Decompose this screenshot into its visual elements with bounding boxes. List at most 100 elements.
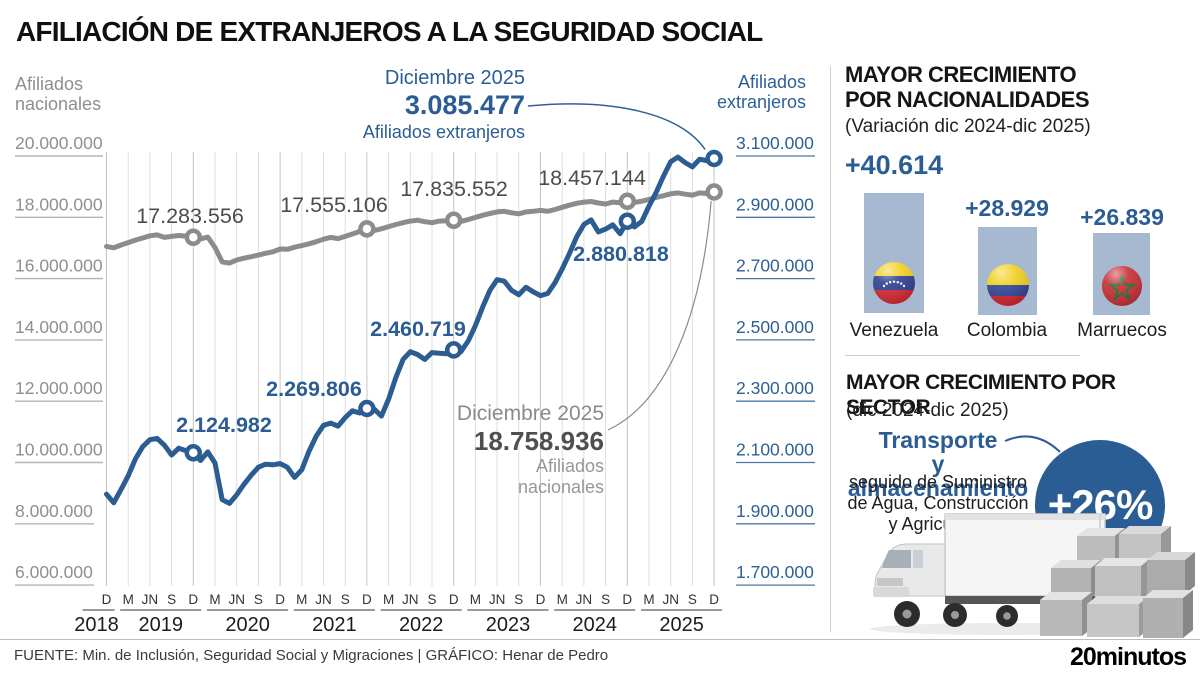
sector-callout-line (1004, 435, 1061, 453)
nationalities-subtitle: (Variación dic 2024-dic 2025) (845, 116, 1091, 137)
sector-title: MAYOR CRECIMIENTO POR SECTOR (846, 371, 1116, 419)
annotation-date: Diciembre 2025 (456, 402, 604, 425)
morocco-value: +26.839 (1080, 204, 1164, 230)
svg-text:2.269.806: 2.269.806 (266, 377, 362, 401)
section-divider (845, 355, 1080, 356)
svg-text:2019: 2019 (139, 614, 184, 636)
morocco-flag-icon (1101, 265, 1142, 307)
svg-text:20.000.000: 20.000.000 (15, 133, 103, 153)
svg-text:2018: 2018 (74, 614, 119, 636)
svg-text:M: M (557, 592, 568, 607)
venezuela-value: +40.614 (844, 150, 944, 180)
annotation-dec2025-nacionales: Diciembre 2025 18.758.936 Afiliados naci… (404, 402, 604, 498)
svg-text:2.300.000: 2.300.000 (736, 378, 814, 398)
svg-text:2.500.000: 2.500.000 (736, 317, 814, 337)
svg-text:M: M (383, 592, 394, 607)
svg-text:JN: JN (402, 592, 419, 607)
venezuela-bar (864, 193, 924, 313)
svg-text:JN: JN (315, 592, 332, 607)
svg-text:2023: 2023 (486, 614, 531, 636)
footer-source: FUENTE: Min. de Inclusión, Seguridad Soc… (14, 647, 609, 664)
svg-text:8.000.000: 8.000.000 (15, 501, 93, 521)
svg-text:2.460.719: 2.460.719 (370, 317, 466, 341)
morocco-label: Marruecos (1077, 320, 1167, 341)
colombia-label: Colombia (966, 320, 1048, 341)
annotation-caption: Afiliados nacionales (517, 456, 604, 497)
svg-text:M: M (643, 592, 654, 607)
svg-text:JN: JN (662, 592, 679, 607)
svg-text:JN: JN (142, 592, 159, 607)
svg-text:6.000.000: 6.000.000 (15, 562, 93, 582)
morocco-bar (1093, 233, 1150, 315)
annotation-date: Diciembre 2025 (384, 67, 525, 89)
svg-text:2020: 2020 (225, 614, 270, 636)
colombia-flag-icon (986, 264, 1029, 306)
sector-name-line1: Transporte (878, 427, 998, 453)
svg-text:D: D (188, 592, 198, 607)
svg-text:14.000.000: 14.000.000 (15, 317, 103, 337)
svg-text:S: S (601, 592, 610, 607)
svg-text:S: S (167, 592, 176, 607)
svg-text:2.100.000: 2.100.000 (736, 440, 814, 460)
brand-logo: 20minutos (1069, 643, 1187, 671)
svg-text:D: D (449, 592, 459, 607)
venezuela-flag-icon (873, 262, 915, 304)
svg-text:M: M (123, 592, 134, 607)
venezuela-label: Venezuela (849, 320, 939, 341)
colombia-value: +28.929 (965, 195, 1049, 221)
svg-text:S: S (254, 592, 263, 607)
svg-text:17.555.106: 17.555.106 (280, 193, 388, 217)
annotation-value: 18.758.936 (473, 426, 604, 456)
sector-name: Transporte y almacenamiento (843, 428, 1033, 500)
svg-text:S: S (341, 592, 350, 607)
svg-text:18.457.144: 18.457.144 (538, 166, 646, 190)
truck-illustration (870, 513, 1195, 638)
sector-subtitle: (dic 2024-dic 2025) (846, 400, 1009, 421)
svg-text:2.124.982: 2.124.982 (176, 413, 272, 437)
annotation-value: 3.085.477 (404, 90, 525, 120)
svg-text:16.000.000: 16.000.000 (15, 256, 103, 276)
svg-text:M: M (296, 592, 307, 607)
svg-text:18.000.000: 18.000.000 (15, 194, 103, 214)
svg-text:JN: JN (228, 592, 245, 607)
svg-text:M: M (470, 592, 481, 607)
svg-text:2.880.818: 2.880.818 (573, 242, 669, 266)
annotation-caption: Afiliados extranjeros (362, 122, 525, 142)
svg-text:10.000.000: 10.000.000 (15, 440, 103, 460)
svg-text:3.100.000: 3.100.000 (736, 133, 814, 153)
svg-text:JN: JN (576, 592, 593, 607)
svg-text:1.900.000: 1.900.000 (736, 501, 814, 521)
page-title: AFILIACIÓN DE EXTRANJEROS A LA SEGURIDAD… (16, 16, 763, 47)
left-axis-title: Afiliados nacionales (15, 74, 102, 114)
svg-text:D: D (622, 592, 632, 607)
svg-text:1.700.000: 1.700.000 (736, 562, 814, 582)
colombia-bar (978, 227, 1037, 315)
svg-text:12.000.000: 12.000.000 (15, 378, 103, 398)
svg-text:2022: 2022 (399, 614, 444, 636)
svg-text:2021: 2021 (312, 614, 357, 636)
svg-text:D: D (362, 592, 372, 607)
svg-text:S: S (688, 592, 697, 607)
svg-text:JN: JN (489, 592, 506, 607)
footer-divider (0, 639, 1200, 640)
svg-text:D: D (536, 592, 546, 607)
svg-text:D: D (709, 592, 719, 607)
nationalities-title: MAYOR CRECIMIENTO POR NACIONALIDADES (845, 62, 1090, 112)
svg-text:S: S (514, 592, 523, 607)
boxes-illustration (1040, 526, 1195, 638)
sector-name-line2: y almacenamiento (847, 451, 1029, 501)
svg-text:2025: 2025 (659, 614, 704, 636)
right-axis-title: Afiliados extranjeros (716, 72, 806, 112)
svg-text:D: D (102, 592, 112, 607)
svg-text:2024: 2024 (573, 614, 618, 636)
vertical-divider (830, 66, 831, 632)
svg-text:D: D (275, 592, 285, 607)
svg-text:2.900.000: 2.900.000 (736, 194, 814, 214)
svg-text:17.283.556: 17.283.556 (136, 204, 244, 228)
svg-text:S: S (427, 592, 436, 607)
annotation-dec2025-extranjeros: Diciembre 2025 3.085.477 Afiliados extra… (325, 66, 525, 144)
svg-text:M: M (209, 592, 220, 607)
svg-text:17.835.552: 17.835.552 (400, 177, 508, 201)
